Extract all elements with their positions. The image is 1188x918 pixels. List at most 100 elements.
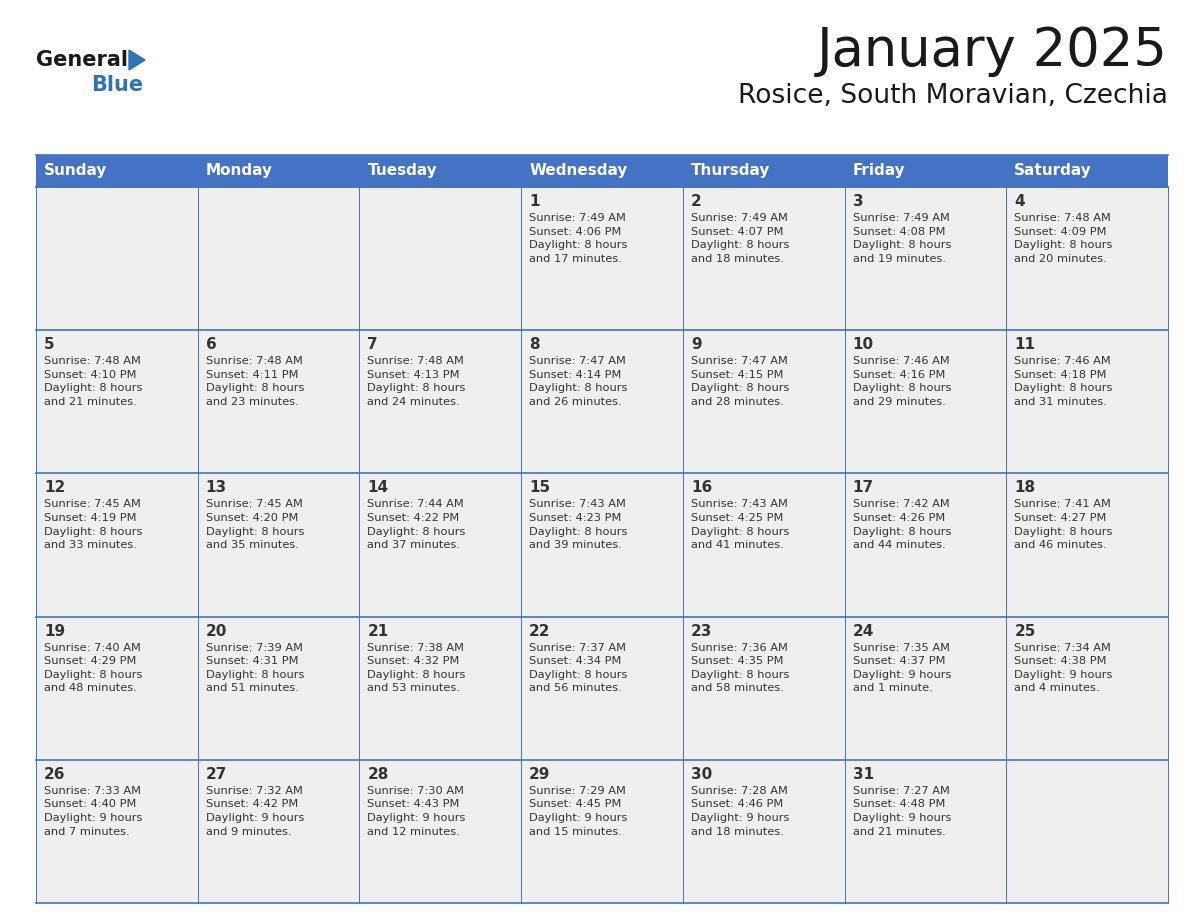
- Bar: [683, 187, 845, 330]
- Text: 18: 18: [1015, 480, 1036, 496]
- Text: 12: 12: [44, 480, 65, 496]
- Text: 3: 3: [853, 194, 864, 209]
- Bar: [522, 474, 683, 617]
- Text: 8: 8: [529, 337, 539, 353]
- Bar: [522, 330, 683, 474]
- Text: Sunrise: 7:44 AM
Sunset: 4:22 PM
Daylight: 8 hours
and 37 minutes.: Sunrise: 7:44 AM Sunset: 4:22 PM Dayligh…: [367, 499, 466, 550]
- Text: Blue: Blue: [91, 75, 143, 95]
- Text: Sunrise: 7:43 AM
Sunset: 4:23 PM
Daylight: 8 hours
and 39 minutes.: Sunrise: 7:43 AM Sunset: 4:23 PM Dayligh…: [529, 499, 627, 550]
- Text: Sunrise: 7:47 AM
Sunset: 4:15 PM
Daylight: 8 hours
and 28 minutes.: Sunrise: 7:47 AM Sunset: 4:15 PM Dayligh…: [691, 356, 789, 407]
- Bar: [197, 617, 360, 760]
- Text: Sunrise: 7:39 AM
Sunset: 4:31 PM
Daylight: 8 hours
and 51 minutes.: Sunrise: 7:39 AM Sunset: 4:31 PM Dayligh…: [206, 643, 304, 693]
- Bar: [845, 474, 1006, 617]
- Text: 7: 7: [367, 337, 378, 353]
- Text: 23: 23: [691, 623, 713, 639]
- Text: Sunrise: 7:48 AM
Sunset: 4:11 PM
Daylight: 8 hours
and 23 minutes.: Sunrise: 7:48 AM Sunset: 4:11 PM Dayligh…: [206, 356, 304, 407]
- Bar: [1006, 330, 1168, 474]
- Bar: [522, 187, 683, 330]
- Text: Sunrise: 7:48 AM
Sunset: 4:10 PM
Daylight: 8 hours
and 21 minutes.: Sunrise: 7:48 AM Sunset: 4:10 PM Dayligh…: [44, 356, 143, 407]
- Text: Sunrise: 7:45 AM
Sunset: 4:19 PM
Daylight: 8 hours
and 33 minutes.: Sunrise: 7:45 AM Sunset: 4:19 PM Dayligh…: [44, 499, 143, 550]
- Text: 30: 30: [691, 767, 712, 782]
- Text: 9: 9: [691, 337, 701, 353]
- Text: 27: 27: [206, 767, 227, 782]
- Polygon shape: [129, 50, 145, 70]
- Bar: [360, 617, 522, 760]
- Text: 14: 14: [367, 480, 388, 496]
- Text: 16: 16: [691, 480, 712, 496]
- Text: General: General: [36, 50, 128, 70]
- Text: Sunrise: 7:49 AM
Sunset: 4:06 PM
Daylight: 8 hours
and 17 minutes.: Sunrise: 7:49 AM Sunset: 4:06 PM Dayligh…: [529, 213, 627, 263]
- Text: Sunrise: 7:38 AM
Sunset: 4:32 PM
Daylight: 8 hours
and 53 minutes.: Sunrise: 7:38 AM Sunset: 4:32 PM Dayligh…: [367, 643, 466, 693]
- Text: 24: 24: [853, 623, 874, 639]
- Bar: [36, 155, 1168, 187]
- Text: Tuesday: Tuesday: [367, 163, 437, 178]
- Bar: [197, 330, 360, 474]
- Text: Sunrise: 7:29 AM
Sunset: 4:45 PM
Daylight: 9 hours
and 15 minutes.: Sunrise: 7:29 AM Sunset: 4:45 PM Dayligh…: [529, 786, 627, 836]
- Bar: [1006, 617, 1168, 760]
- Text: 15: 15: [529, 480, 550, 496]
- Text: Sunrise: 7:36 AM
Sunset: 4:35 PM
Daylight: 8 hours
and 58 minutes.: Sunrise: 7:36 AM Sunset: 4:35 PM Dayligh…: [691, 643, 789, 693]
- Bar: [845, 617, 1006, 760]
- Text: Sunrise: 7:34 AM
Sunset: 4:38 PM
Daylight: 9 hours
and 4 minutes.: Sunrise: 7:34 AM Sunset: 4:38 PM Dayligh…: [1015, 643, 1113, 693]
- Bar: [1006, 187, 1168, 330]
- Text: 6: 6: [206, 337, 216, 353]
- Text: Rosice, South Moravian, Czechia: Rosice, South Moravian, Czechia: [738, 83, 1168, 109]
- Text: Sunrise: 7:33 AM
Sunset: 4:40 PM
Daylight: 9 hours
and 7 minutes.: Sunrise: 7:33 AM Sunset: 4:40 PM Dayligh…: [44, 786, 143, 836]
- Bar: [36, 760, 197, 903]
- Bar: [845, 330, 1006, 474]
- Text: 31: 31: [853, 767, 873, 782]
- Bar: [522, 760, 683, 903]
- Text: Sunrise: 7:43 AM
Sunset: 4:25 PM
Daylight: 8 hours
and 41 minutes.: Sunrise: 7:43 AM Sunset: 4:25 PM Dayligh…: [691, 499, 789, 550]
- Text: Sunrise: 7:48 AM
Sunset: 4:13 PM
Daylight: 8 hours
and 24 minutes.: Sunrise: 7:48 AM Sunset: 4:13 PM Dayligh…: [367, 356, 466, 407]
- Bar: [197, 187, 360, 330]
- Text: Friday: Friday: [853, 163, 905, 178]
- Text: 28: 28: [367, 767, 388, 782]
- Text: 2: 2: [691, 194, 702, 209]
- Text: Sunrise: 7:49 AM
Sunset: 4:07 PM
Daylight: 8 hours
and 18 minutes.: Sunrise: 7:49 AM Sunset: 4:07 PM Dayligh…: [691, 213, 789, 263]
- Text: 20: 20: [206, 623, 227, 639]
- Bar: [197, 760, 360, 903]
- Bar: [683, 330, 845, 474]
- Bar: [683, 760, 845, 903]
- Bar: [360, 760, 522, 903]
- Text: Sunrise: 7:30 AM
Sunset: 4:43 PM
Daylight: 9 hours
and 12 minutes.: Sunrise: 7:30 AM Sunset: 4:43 PM Dayligh…: [367, 786, 466, 836]
- Bar: [845, 187, 1006, 330]
- Text: Sunrise: 7:32 AM
Sunset: 4:42 PM
Daylight: 9 hours
and 9 minutes.: Sunrise: 7:32 AM Sunset: 4:42 PM Dayligh…: [206, 786, 304, 836]
- Text: Sunrise: 7:45 AM
Sunset: 4:20 PM
Daylight: 8 hours
and 35 minutes.: Sunrise: 7:45 AM Sunset: 4:20 PM Dayligh…: [206, 499, 304, 550]
- Bar: [522, 617, 683, 760]
- Bar: [845, 760, 1006, 903]
- Text: 5: 5: [44, 337, 55, 353]
- Text: 4: 4: [1015, 194, 1025, 209]
- Text: Sunrise: 7:46 AM
Sunset: 4:16 PM
Daylight: 8 hours
and 29 minutes.: Sunrise: 7:46 AM Sunset: 4:16 PM Dayligh…: [853, 356, 950, 407]
- Bar: [197, 474, 360, 617]
- Text: 1: 1: [529, 194, 539, 209]
- Text: Sunrise: 7:35 AM
Sunset: 4:37 PM
Daylight: 9 hours
and 1 minute.: Sunrise: 7:35 AM Sunset: 4:37 PM Dayligh…: [853, 643, 950, 693]
- Bar: [36, 330, 197, 474]
- Text: 25: 25: [1015, 623, 1036, 639]
- Text: Sunrise: 7:42 AM
Sunset: 4:26 PM
Daylight: 8 hours
and 44 minutes.: Sunrise: 7:42 AM Sunset: 4:26 PM Dayligh…: [853, 499, 950, 550]
- Text: 29: 29: [529, 767, 550, 782]
- Bar: [36, 474, 197, 617]
- Bar: [360, 187, 522, 330]
- Text: Sunrise: 7:28 AM
Sunset: 4:46 PM
Daylight: 9 hours
and 18 minutes.: Sunrise: 7:28 AM Sunset: 4:46 PM Dayligh…: [691, 786, 789, 836]
- Bar: [36, 187, 197, 330]
- Text: Saturday: Saturday: [1015, 163, 1092, 178]
- Text: Sunrise: 7:37 AM
Sunset: 4:34 PM
Daylight: 8 hours
and 56 minutes.: Sunrise: 7:37 AM Sunset: 4:34 PM Dayligh…: [529, 643, 627, 693]
- Bar: [360, 330, 522, 474]
- Text: 26: 26: [44, 767, 65, 782]
- Text: Sunrise: 7:41 AM
Sunset: 4:27 PM
Daylight: 8 hours
and 46 minutes.: Sunrise: 7:41 AM Sunset: 4:27 PM Dayligh…: [1015, 499, 1113, 550]
- Text: 17: 17: [853, 480, 873, 496]
- Text: 21: 21: [367, 623, 388, 639]
- Text: 10: 10: [853, 337, 873, 353]
- Text: Thursday: Thursday: [691, 163, 770, 178]
- Bar: [683, 617, 845, 760]
- Bar: [36, 617, 197, 760]
- Text: January 2025: January 2025: [817, 25, 1168, 77]
- Text: Sunrise: 7:49 AM
Sunset: 4:08 PM
Daylight: 8 hours
and 19 minutes.: Sunrise: 7:49 AM Sunset: 4:08 PM Dayligh…: [853, 213, 950, 263]
- Text: Sunrise: 7:40 AM
Sunset: 4:29 PM
Daylight: 8 hours
and 48 minutes.: Sunrise: 7:40 AM Sunset: 4:29 PM Dayligh…: [44, 643, 143, 693]
- Text: Sunrise: 7:27 AM
Sunset: 4:48 PM
Daylight: 9 hours
and 21 minutes.: Sunrise: 7:27 AM Sunset: 4:48 PM Dayligh…: [853, 786, 950, 836]
- Text: 19: 19: [44, 623, 65, 639]
- Bar: [683, 474, 845, 617]
- Text: 11: 11: [1015, 337, 1035, 353]
- Text: Sunday: Sunday: [44, 163, 107, 178]
